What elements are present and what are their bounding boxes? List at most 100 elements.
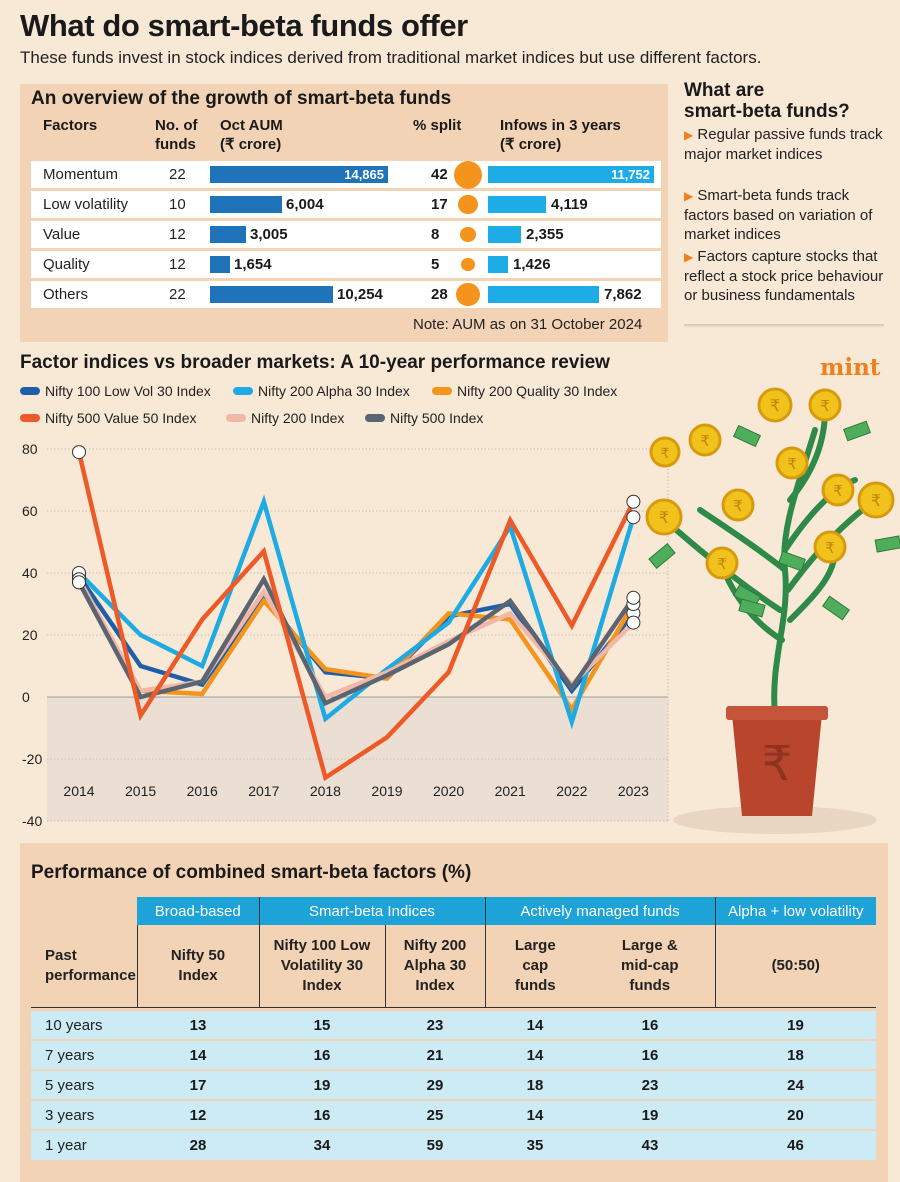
split-circle	[456, 282, 480, 307]
svg-text:₹: ₹	[820, 397, 830, 415]
table-cell: 19	[715, 1009, 876, 1040]
table-cell: 28	[137, 1129, 259, 1160]
inflow-bar	[488, 196, 546, 213]
table-row: 7 years 14 16 21 14 16 18	[31, 1039, 876, 1070]
overview-row: Momentum 22 14,865 42 11,752	[31, 160, 661, 189]
table-cell: 20	[715, 1099, 876, 1130]
table-cell: 14	[485, 1039, 585, 1070]
table-cell: 14	[137, 1039, 259, 1070]
svg-text:₹: ₹	[661, 446, 670, 462]
svg-text:₹: ₹	[659, 508, 669, 527]
aum-value: 10,254	[337, 286, 383, 303]
inflow-bar: 11,752	[488, 166, 654, 183]
x-tick-label: 2014	[63, 783, 94, 799]
series-end-marker	[72, 445, 86, 460]
legend-label: Nifty 200 Quality 30 Index	[457, 383, 618, 399]
factor-name: Others	[43, 286, 89, 303]
svg-text:₹: ₹	[717, 555, 727, 573]
series-end-marker	[626, 494, 641, 509]
overview-title: An overview of the growth of smart-beta …	[31, 88, 452, 109]
banknote-icon	[738, 598, 766, 618]
sidebar-item-text: Regular passive funds track major market…	[684, 126, 883, 163]
banknote-icon	[648, 542, 676, 570]
legend-item: Nifty 100 Low Vol 30 Index	[20, 383, 211, 399]
y-tick-label: 80	[22, 441, 38, 457]
series-end-marker	[626, 590, 641, 605]
plant-branch	[697, 507, 788, 573]
table-cell: 14	[485, 1009, 585, 1040]
period-label: 3 years	[31, 1099, 137, 1130]
group-header: Alpha + low volatility	[714, 897, 876, 925]
row-header-label: Past performance	[45, 946, 136, 984]
inflow-bar	[488, 256, 508, 273]
series-line	[76, 451, 636, 782]
svg-text:₹: ₹	[825, 539, 835, 557]
x-tick-label: 2018	[310, 783, 341, 799]
x-tick-label: 2017	[248, 783, 279, 799]
table-cell: 13	[137, 1009, 259, 1040]
series-line	[77, 578, 635, 700]
legend-item: Nifty 500 Value 50 Index	[20, 410, 197, 426]
legend-item: Nifty 200 Index	[226, 410, 344, 426]
table-cell: 18	[715, 1039, 876, 1070]
table-row: 1 year 28 34 59 35 43 46	[31, 1129, 876, 1160]
triangle-right-icon: ▶	[684, 250, 694, 264]
inflow-value: 11,752	[610, 167, 650, 182]
split-percent: 17	[431, 196, 448, 213]
header-inflows-line1: Infows in 3 years	[500, 117, 621, 134]
x-tick-label: 2023	[618, 783, 649, 799]
header-inflows-line2: (₹ crore)	[500, 136, 562, 153]
y-tick-label: -40	[22, 813, 42, 829]
legend-swatch	[20, 414, 40, 422]
split-percent: 42	[431, 166, 448, 183]
legend-label: Nifty 200 Alpha 30 Index	[258, 383, 410, 399]
legend-label: Nifty 500 Index	[390, 410, 484, 426]
split-percent: 8	[431, 226, 440, 243]
factor-name: Momentum	[43, 166, 119, 183]
table-cell: 43	[585, 1129, 715, 1160]
banknote-icon	[822, 595, 850, 621]
rupee-coin-icon: ₹	[705, 546, 739, 580]
x-tick-label: 2020	[433, 783, 464, 799]
y-tick-label: 40	[22, 565, 38, 581]
series-end-marker	[626, 510, 641, 525]
aum-bar: 14,865	[210, 166, 388, 183]
table-cell: 59	[385, 1129, 485, 1160]
pot-shadow	[673, 806, 877, 834]
group-header: Broad-based	[137, 897, 259, 925]
table-row: 3 years 12 16 25 14 19 20	[31, 1099, 876, 1130]
triangle-right-icon: ▶	[684, 189, 694, 203]
page-title: What do smart-beta funds offer	[20, 8, 468, 43]
table-cell: 15	[259, 1009, 385, 1040]
series-line	[77, 494, 636, 730]
table-cell: 23	[385, 1009, 485, 1040]
split-circle	[458, 194, 478, 215]
rupee-coin-icon: ₹	[757, 387, 793, 423]
header-factors: Factors	[43, 117, 98, 134]
legend-swatch	[233, 387, 253, 395]
header-split: % split	[413, 117, 462, 134]
chart-axis-labels: 80 60 40 20 0 -20 -40 2014 2015 2016 2017 2018 2019 2…	[22, 441, 649, 829]
banknote-icon	[778, 550, 806, 572]
column-header: Nifty 200 Alpha 30 Index	[384, 925, 485, 1007]
sidebar-shadow	[684, 324, 884, 328]
sidebar-title: What are smart-beta funds?	[684, 80, 850, 122]
table-cell: 19	[259, 1069, 385, 1100]
rupee-coin-icon: ₹	[775, 446, 809, 480]
table-cell: 46	[715, 1129, 876, 1160]
x-tick-label: 2019	[371, 783, 402, 799]
sidebar-item-text: Factors capture stocks that reflect a st…	[684, 248, 884, 304]
inflow-bar	[488, 226, 521, 243]
table-cell: 23	[585, 1069, 715, 1100]
period-label: 1 year	[31, 1129, 137, 1160]
y-tick-label: -20	[22, 751, 42, 767]
pot-rim	[726, 706, 828, 720]
brand-logo: mint	[820, 354, 881, 381]
column-header: Nifty 50 Index	[136, 925, 259, 1007]
sidebar-title-line2: smart-beta funds?	[684, 101, 850, 122]
sidebar-item: ▶ Factors capture stocks that reflect a …	[684, 247, 884, 305]
overview-row: Low volatility 10 6,004 17 4,119	[31, 191, 661, 218]
inflow-bar	[488, 286, 599, 303]
y-tick-label: 0	[22, 689, 30, 705]
legend-swatch	[226, 414, 246, 422]
